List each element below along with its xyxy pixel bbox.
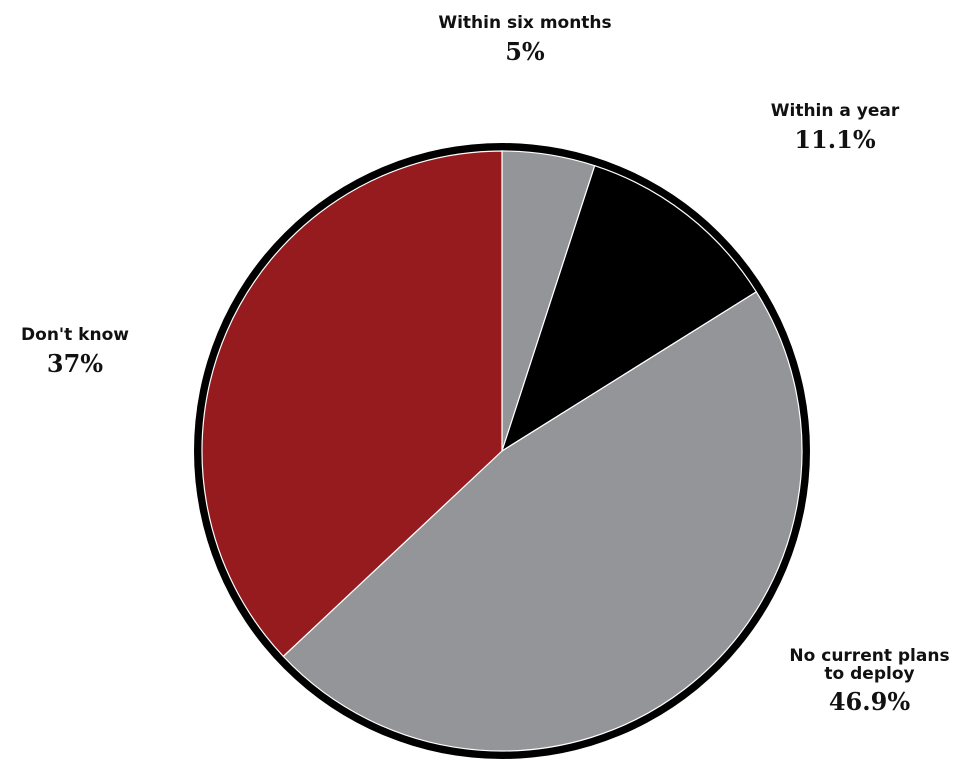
slice-label-value: 11.1% xyxy=(794,124,876,154)
slice-label-no-current-plans: No current plans to deploy 46.9% xyxy=(770,646,969,716)
slice-label-dont-know: Don't know 37% xyxy=(0,325,150,378)
pie-slice-dont-know xyxy=(201,150,503,658)
pie-slices xyxy=(201,150,803,752)
slice-label-within-six-months: Within six months 5% xyxy=(425,13,625,66)
slice-label-name: Within a year xyxy=(770,101,900,121)
slice-label-within-a-year: Within a year 11.1% xyxy=(725,101,945,154)
slice-label-value: 5% xyxy=(505,36,545,66)
slice-label-name: Within six months xyxy=(438,13,612,33)
slice-label-name-line1: No current plans xyxy=(789,646,950,666)
pie-slice-within-a-year xyxy=(500,164,758,453)
slice-label-value: 37% xyxy=(46,348,104,378)
slice-label-name: Don't know xyxy=(21,325,129,345)
pie-slice-no-current-plans xyxy=(282,291,803,752)
slice-label-name-line2: to deploy xyxy=(824,663,915,684)
slice-label-value: 46.9% xyxy=(828,686,911,716)
